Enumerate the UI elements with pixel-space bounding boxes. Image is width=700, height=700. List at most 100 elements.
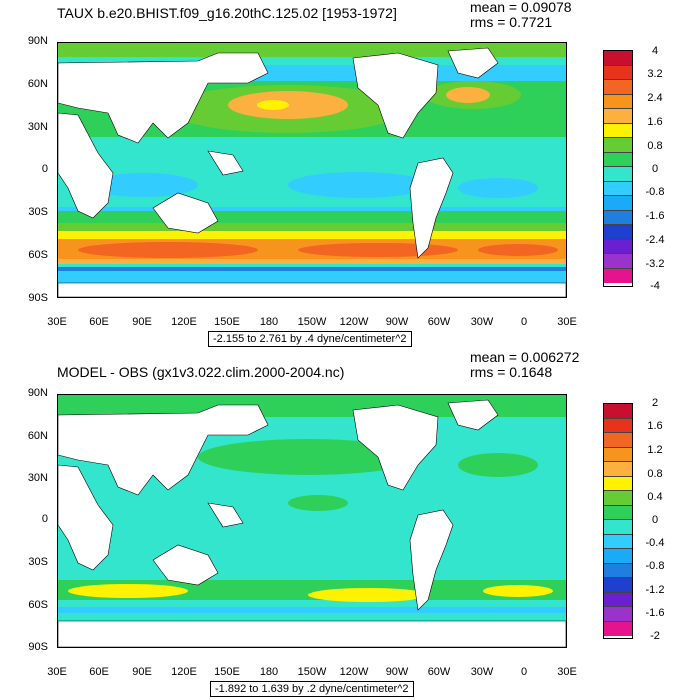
lon-label: 120E (171, 316, 197, 328)
lon-label: 60E (89, 666, 109, 678)
legend-swatch (604, 404, 632, 419)
legend-label: 0.8 (647, 468, 663, 480)
lat-label: 90N (27, 35, 48, 47)
contour-range-label: -1.892 to 1.639 by .2 dyne/centimeter^2 (210, 681, 414, 697)
lon-label: 180 (259, 316, 279, 328)
legend-label: -0.8 (645, 186, 665, 198)
lon-label: 60W (427, 316, 451, 328)
legend-swatch (604, 433, 632, 448)
legend-label: 0 (651, 163, 659, 175)
legend-label: -1.6 (645, 210, 665, 222)
legend-swatch (604, 476, 632, 491)
legend-swatch (604, 138, 632, 153)
legend-label: -3.2 (645, 258, 665, 270)
lat-label: 60S (28, 599, 48, 611)
legend-label: -1.2 (645, 584, 665, 596)
rms-value: rms = 0.1648 (470, 364, 553, 380)
lon-label: 90W (385, 666, 409, 678)
legend-swatch (604, 225, 632, 240)
lon-label: 150E (214, 316, 240, 328)
lon-label: 30E (557, 666, 577, 678)
legend-swatch (604, 418, 632, 433)
legend-label: 2 (651, 397, 659, 409)
legend-label: -2.4 (645, 234, 665, 246)
legend-swatch (604, 254, 632, 269)
rms-value: rms = 0.7721 (470, 14, 553, 30)
legend-label: 0.4 (647, 491, 663, 503)
lon-label: 120E (171, 666, 197, 678)
legend-label: -0.8 (645, 560, 665, 572)
legend-label: 2.4 (647, 92, 663, 104)
legend-label: 3.2 (647, 68, 663, 80)
lat-label: 60S (28, 249, 48, 261)
lat-label: 0 (41, 513, 48, 525)
lon-label: 180 (259, 666, 279, 678)
legend-label: 1.2 (647, 444, 663, 456)
legend-label: 0 (651, 514, 659, 526)
legend-label: -0.4 (645, 537, 665, 549)
lat-label: 30N (27, 472, 48, 484)
legend-swatch (604, 549, 632, 564)
map-title: MODEL - OBS (gx1v3.022.clim.2000-2004.nc… (57, 364, 345, 380)
legend-swatch (604, 520, 632, 535)
legend-swatch (604, 239, 632, 254)
map-title: TAUX b.e20.BHIST.f09_g16.20thC.125.02 [1… (57, 5, 397, 21)
legend-swatch (604, 152, 632, 167)
legend-swatch (604, 80, 632, 95)
legend-swatch (604, 167, 632, 182)
legend-swatch (604, 65, 632, 80)
lon-label: 90E (132, 316, 152, 328)
lat-label: 60N (27, 78, 48, 90)
legend-label: 0.8 (647, 140, 663, 152)
legend-swatch (604, 181, 632, 196)
lon-label: 30W (470, 666, 494, 678)
lat-label: 30S (28, 556, 48, 568)
lat-label: 60N (27, 430, 48, 442)
lat-label: 0 (41, 163, 48, 175)
lat-label: 90N (27, 387, 48, 399)
lon-label: 60E (89, 316, 109, 328)
legend-swatch (604, 607, 632, 622)
lon-label: 30W (470, 316, 494, 328)
color-legend (603, 50, 633, 287)
lon-label: 60W (427, 666, 451, 678)
legend-swatch (604, 505, 632, 520)
legend-swatch (604, 268, 632, 283)
lat-label: 90S (28, 292, 48, 304)
top-map-panel: TAUX b.e20.BHIST.f09_g16.20thC.125.02 [1… (27, 0, 665, 347)
legend-swatch (604, 592, 632, 607)
contour-range-label: -2.155 to 2.761 by .4 dyne/centimeter^2 (208, 331, 412, 347)
legend-label: -2 (650, 630, 660, 642)
legend-label: 1.6 (647, 116, 663, 128)
legend-swatch (604, 94, 632, 109)
lon-label: 0 (520, 316, 528, 328)
map-plot-area (57, 42, 567, 298)
lon-label: 30E (557, 316, 577, 328)
mean-value: mean = 0.006272 (470, 349, 580, 365)
lon-label: 150E (214, 666, 240, 678)
lon-label: 30E (47, 666, 67, 678)
lat-label: 30S (28, 206, 48, 218)
legend-swatch (604, 210, 632, 225)
legend-swatch (604, 621, 632, 636)
legend-swatch (604, 563, 632, 578)
lat-label: 30N (27, 121, 48, 133)
legend-swatch (604, 196, 632, 211)
bottom-map-panel: MODEL - OBS (gx1v3.022.clim.2000-2004.nc… (0, 349, 700, 700)
legend-swatch (604, 109, 632, 124)
legend-swatch (604, 578, 632, 593)
lon-label: 0 (520, 666, 528, 678)
lon-label: 30E (47, 316, 67, 328)
map-plot-area (57, 394, 567, 648)
lon-label: 120W (339, 316, 369, 328)
lon-label: 120W (339, 666, 369, 678)
legend-label: -1.6 (645, 607, 665, 619)
legend-label: -4 (650, 280, 660, 292)
legend-swatch (604, 123, 632, 138)
mean-value: mean = 0.09078 (470, 0, 572, 15)
lon-label: 90E (132, 666, 152, 678)
color-legend (603, 403, 633, 639)
lat-label: 90S (28, 641, 48, 653)
lon-label: 150W (297, 316, 327, 328)
legend-swatch (604, 447, 632, 462)
